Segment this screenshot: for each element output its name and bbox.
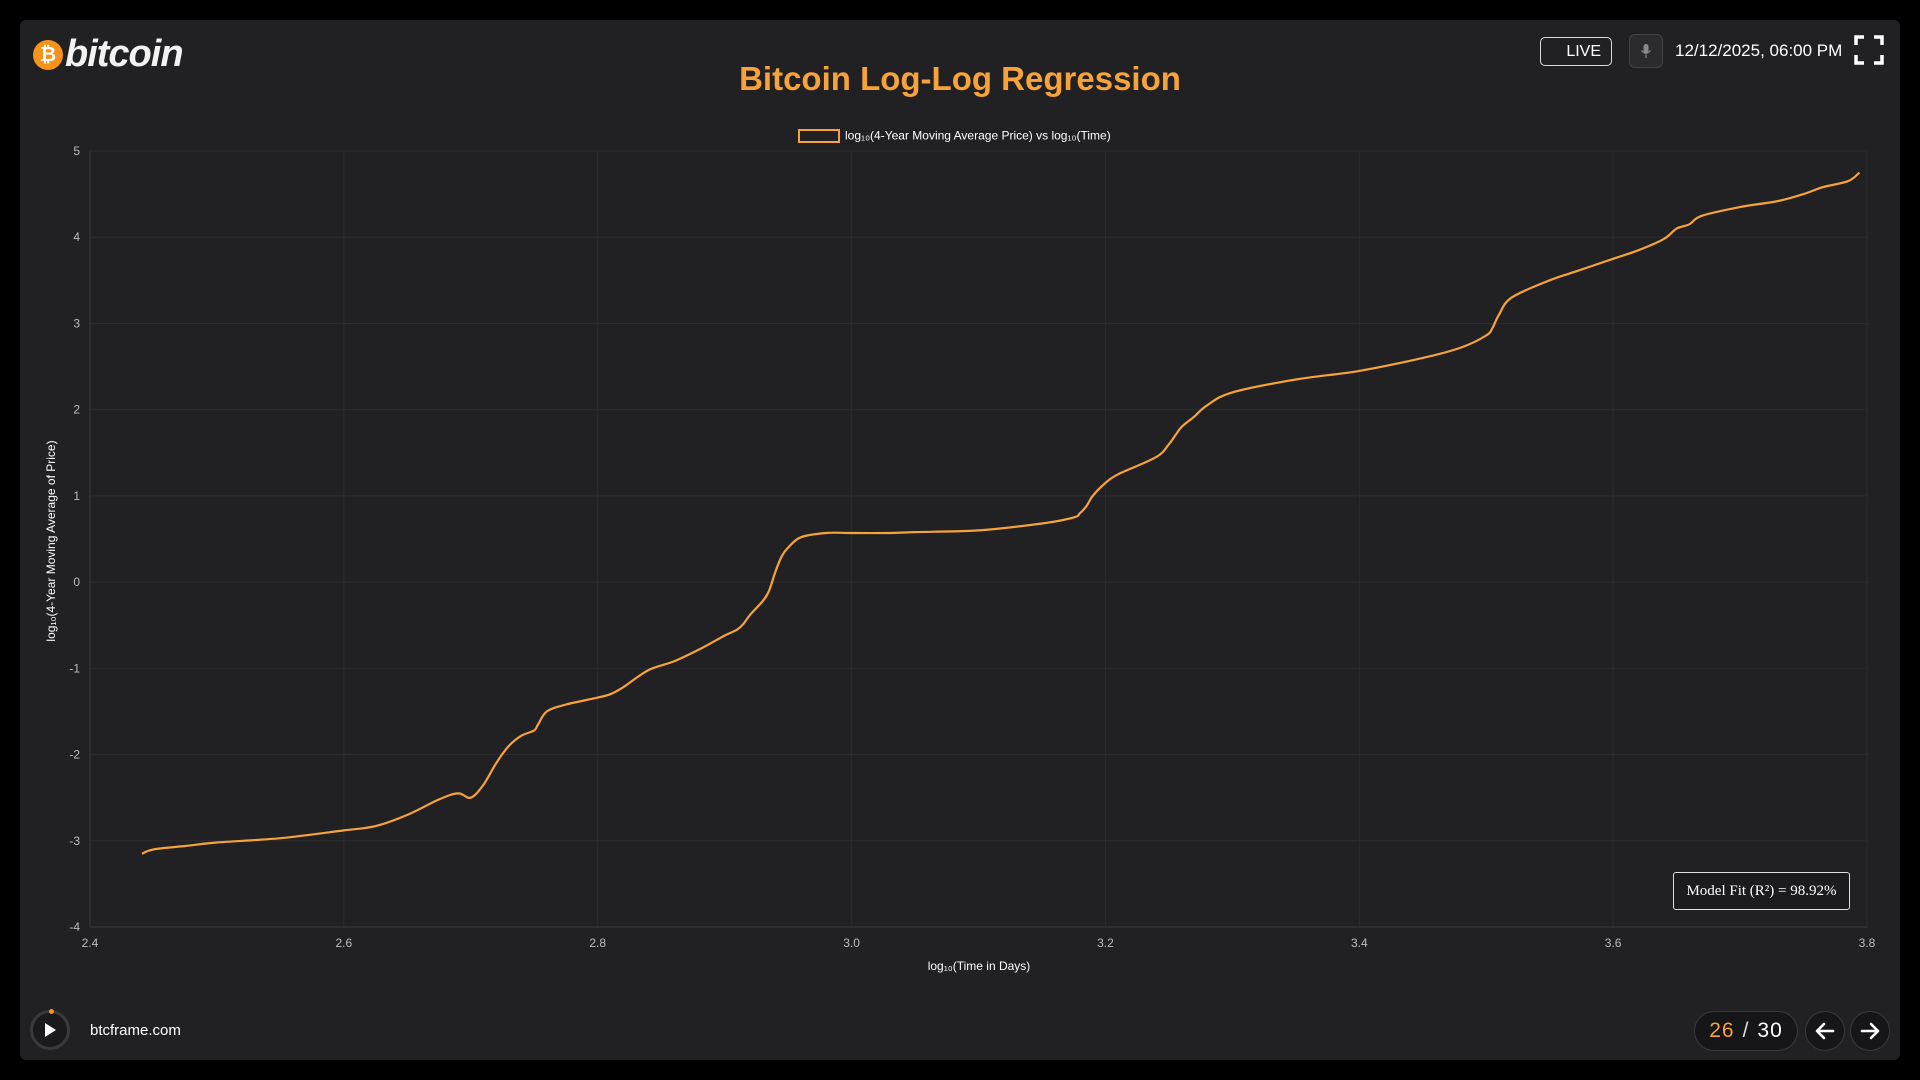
series-line	[141, 171, 1861, 855]
page-indicator: 26 / 30	[1694, 1011, 1798, 1051]
live-button[interactable]: LIVE	[1540, 37, 1612, 66]
play-button[interactable]	[30, 1009, 70, 1050]
x-tick-label: 2.8	[589, 936, 606, 950]
datetime: 12/12/2025, 06:00 PM	[1675, 41, 1843, 60]
x-tick-label: 3.8	[1859, 936, 1876, 950]
page-current: 26	[1709, 1019, 1735, 1042]
main-panel	[20, 20, 1900, 1060]
y-tick-label: 2	[73, 403, 80, 417]
x-tick-label: 3.4	[1351, 936, 1368, 950]
chart: 2.4 2.6 2.8 3.0 3.2 3.4 3.6 3.8 543210-1-2-3-4 …	[44, 129, 1876, 974]
model-fit-box: Model Fit (R²) = 98.92%	[1673, 872, 1850, 910]
x-axis-label: log₁₀(Time in Days)	[928, 959, 1031, 973]
series-group	[141, 171, 1861, 855]
page-total: 30	[1757, 1019, 1783, 1042]
fullscreen-icon	[1854, 35, 1884, 65]
microphone-icon	[1641, 44, 1651, 58]
y-tick-label: -1	[69, 661, 80, 675]
arrow-left-icon	[1815, 1022, 1835, 1040]
play-icon	[45, 1023, 56, 1037]
next-button[interactable]	[1850, 1011, 1890, 1051]
x-tick-label: 3.2	[1097, 936, 1114, 950]
bitcoin-logo-text: bitcoin	[65, 33, 184, 75]
x-tick-label: 3.0	[843, 936, 860, 950]
chart-title: Bitcoin Log-Log Regression	[739, 60, 1181, 97]
grid-lines	[89, 150, 1868, 928]
y-tick-label: -3	[69, 834, 80, 848]
bitcoin-logo: ₿ bitcoin	[33, 33, 184, 76]
legend-label: log₁₀(4-Year Moving Average Price) vs lo…	[845, 129, 1111, 143]
legend: log₁₀(4-Year Moving Average Price) vs lo…	[798, 129, 1111, 143]
y-axis-label: log₁₀(4-Year Moving Average of Price)	[44, 440, 58, 641]
page-separator: /	[1742, 1019, 1750, 1042]
x-tick-label: 2.4	[82, 936, 99, 950]
bitcoin-coin-icon: ₿	[33, 39, 63, 70]
y-tick-label: 0	[73, 575, 80, 589]
prev-button[interactable]	[1805, 1011, 1845, 1051]
live-label: LIVE	[1566, 42, 1601, 60]
progress-dot	[49, 1009, 54, 1014]
fullscreen-button[interactable]	[1853, 34, 1885, 66]
x-tick-label: 3.6	[1605, 936, 1622, 950]
x-tick-labels: 2.4 2.6 2.8 3.0 3.2 3.4 3.6 3.8	[82, 936, 1876, 950]
legend-swatch	[798, 129, 840, 143]
site-link[interactable]: btcframe.com	[90, 1022, 181, 1039]
x-tick-label: 2.6	[336, 936, 353, 950]
y-tick-label: 3	[73, 316, 80, 330]
arrow-right-icon	[1860, 1022, 1880, 1040]
y-tick-labels: 5 4 3 2 1 0 -1 -2 -3 -4	[69, 144, 80, 934]
y-tick-label: 1	[73, 489, 80, 503]
y-tick-label: 4	[73, 230, 80, 244]
y-tick-label: -2	[69, 748, 80, 762]
y-tick-label: 5	[73, 144, 80, 158]
y-tick-label: -4	[69, 920, 80, 934]
microphone-button[interactable]	[1629, 34, 1663, 68]
